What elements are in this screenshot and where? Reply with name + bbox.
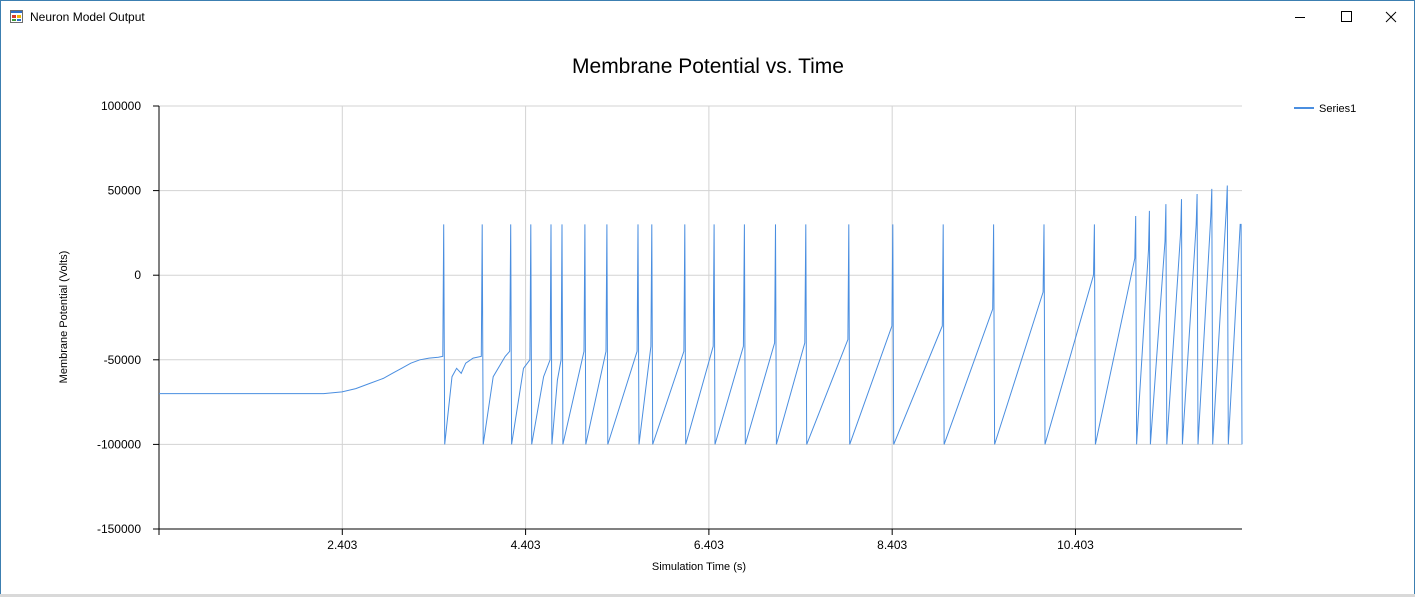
minimize-button[interactable] xyxy=(1277,1,1323,32)
legend: Series1 xyxy=(1294,103,1356,115)
maximize-button[interactable] xyxy=(1323,1,1369,32)
minimize-icon xyxy=(1295,17,1305,18)
y-tick-label: -100000 xyxy=(97,437,141,451)
tick-labels: 100000 50000 0 -50000 -100000 -150000 2.403 4.4… xyxy=(97,99,1094,552)
close-button[interactable] xyxy=(1368,1,1414,32)
y-axis-label: Membrane Potential (Volts) xyxy=(58,251,70,384)
membrane-potential-chart: Membrane Potential vs. Time 100000 50000 0… xyxy=(58,55,1356,573)
close-icon xyxy=(1385,11,1397,23)
y-tick-label: -50000 xyxy=(104,353,142,367)
maximize-icon xyxy=(1341,11,1352,22)
series-line-series1 xyxy=(159,185,1243,445)
x-tick-label: 6.403 xyxy=(694,538,724,552)
app-form-icon xyxy=(10,10,23,23)
x-tick-label: 4.403 xyxy=(511,538,541,552)
grid-lines xyxy=(159,105,1242,529)
x-tick-label: 10.403 xyxy=(1057,538,1094,552)
title-bar[interactable]: Neuron Model Output xyxy=(1,1,1414,32)
series-layer xyxy=(159,185,1243,445)
bottom-edge xyxy=(0,594,1415,597)
x-axis-label: Simulation Time (s) xyxy=(652,561,746,573)
y-tick-label: 0 xyxy=(134,268,141,282)
y-tick-label: -150000 xyxy=(97,522,141,536)
chart-area: Membrane Potential vs. Time 100000 50000 0… xyxy=(1,32,1414,594)
y-tick-label: 100000 xyxy=(101,99,141,113)
axes xyxy=(153,105,1242,535)
chart-title: Membrane Potential vs. Time xyxy=(572,55,844,78)
legend-label: Series1 xyxy=(1319,103,1356,115)
window-title: Neuron Model Output xyxy=(30,10,145,24)
x-tick-label: 8.403 xyxy=(877,538,907,552)
y-tick-label: 50000 xyxy=(108,184,142,198)
x-tick-label: 2.403 xyxy=(327,538,357,552)
